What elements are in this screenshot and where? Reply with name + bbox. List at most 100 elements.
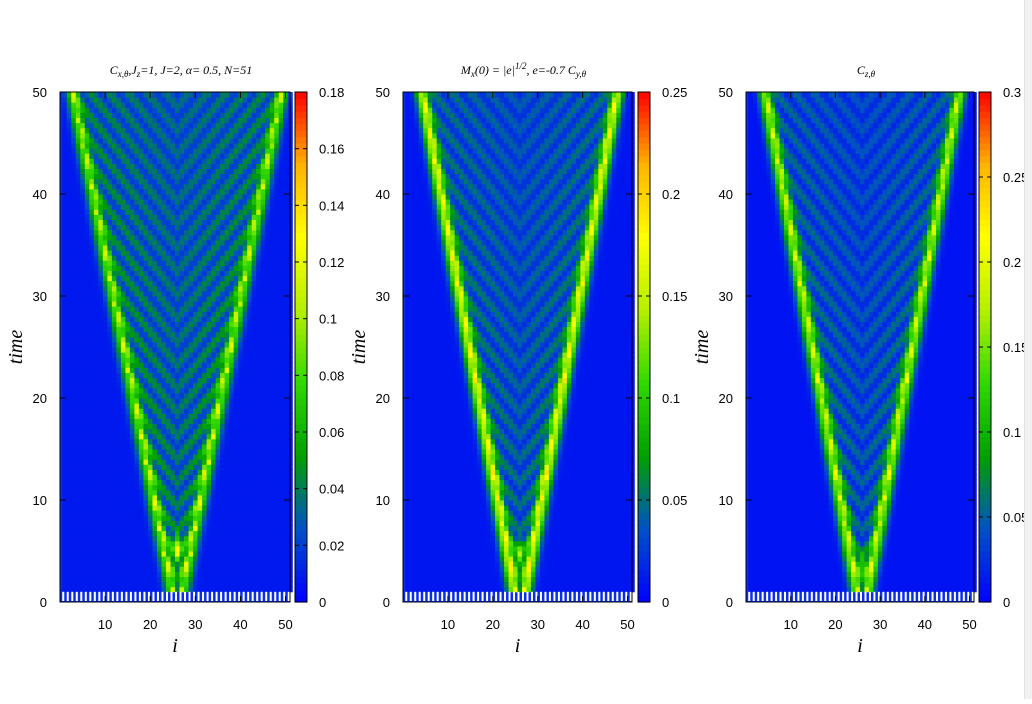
heatmap-cell xyxy=(116,158,122,164)
heatmap-cell xyxy=(175,418,181,424)
heatmap-cell xyxy=(202,510,208,516)
heatmap-cell xyxy=(62,311,68,317)
heatmap-cell xyxy=(215,245,221,251)
heatmap-cell xyxy=(224,520,230,526)
heatmap-cell xyxy=(265,265,271,271)
heatmap-cell xyxy=(80,290,86,297)
heatmap-cell xyxy=(211,413,217,419)
heatmap-cell xyxy=(116,127,122,134)
heatmap-cell xyxy=(80,449,86,455)
heatmap-cell xyxy=(138,92,144,98)
heatmap-cell xyxy=(165,428,171,435)
heatmap-cell xyxy=(107,423,113,430)
heatmap-cell xyxy=(283,372,289,379)
heatmap-cell xyxy=(211,479,217,486)
heatmap-cell xyxy=(269,586,275,593)
heatmap-cell xyxy=(134,418,140,424)
heatmap-cell xyxy=(229,275,235,282)
heatmap-cell xyxy=(283,239,289,246)
heatmap-cell xyxy=(120,204,126,210)
heatmap-cell xyxy=(120,520,126,526)
heatmap-cell xyxy=(89,137,95,144)
heatmap-cell xyxy=(256,255,262,261)
heatmap-cell xyxy=(256,219,262,226)
heatmap-cell xyxy=(98,443,104,450)
heatmap-cell xyxy=(147,102,153,108)
heatmap-cell xyxy=(278,438,284,445)
heatmap-cell xyxy=(269,571,275,577)
heatmap-cell xyxy=(238,459,244,465)
heatmap-cell xyxy=(147,296,153,302)
heatmap-cell xyxy=(138,341,144,348)
heatmap-cell xyxy=(156,143,162,149)
heatmap-cell xyxy=(93,127,99,134)
heatmap-cell xyxy=(211,347,217,353)
heatmap-cell xyxy=(111,153,117,159)
heatmap-cell xyxy=(170,301,176,307)
heatmap-cell xyxy=(229,586,235,593)
heatmap-cell xyxy=(107,117,113,124)
heatmap-cell xyxy=(215,586,221,593)
heatmap-cell xyxy=(197,219,203,226)
heatmap-cell xyxy=(75,464,81,470)
heatmap-cell xyxy=(89,367,95,373)
heatmap-cell xyxy=(111,484,117,491)
heatmap-cell xyxy=(71,199,77,205)
heatmap-cell xyxy=(229,545,235,552)
heatmap-cell xyxy=(233,530,239,537)
heatmap-cell xyxy=(66,336,72,343)
heatmap-cell xyxy=(152,571,158,577)
heatmap-cell xyxy=(229,127,235,134)
heatmap-cell xyxy=(224,143,230,149)
heatmap-cell xyxy=(184,586,190,593)
heatmap-cell xyxy=(179,566,185,572)
heatmap-cell xyxy=(274,398,280,404)
heatmap-cell xyxy=(269,535,275,542)
heatmap-cell xyxy=(215,403,221,409)
heatmap-cell xyxy=(107,102,113,108)
heatmap-cell xyxy=(147,418,153,424)
heatmap-cell xyxy=(134,443,140,450)
heatmap-cell xyxy=(206,474,212,481)
heatmap-cell xyxy=(278,449,284,455)
heatmap-cell xyxy=(84,173,90,180)
heatmap-cell xyxy=(111,566,117,572)
heatmap-cell xyxy=(215,143,221,149)
heatmap-cell xyxy=(206,398,212,404)
heatmap-cell xyxy=(152,566,158,572)
heatmap-cell xyxy=(197,586,203,593)
heatmap-cell xyxy=(138,413,144,419)
heatmap-cell xyxy=(274,97,280,103)
heatmap-cell xyxy=(269,372,275,379)
heatmap-cell xyxy=(278,194,284,200)
heatmap-cell xyxy=(247,433,253,440)
heatmap-cell xyxy=(138,112,144,118)
heatmap-cell xyxy=(107,449,113,455)
heatmap-cell xyxy=(143,438,149,445)
heatmap-cell xyxy=(206,168,212,175)
heatmap-cell xyxy=(193,387,199,394)
heatmap-cell xyxy=(224,188,230,195)
heatmap-cell xyxy=(147,484,153,491)
heatmap-cell xyxy=(138,449,144,455)
heatmap-cell xyxy=(161,270,167,277)
heatmap-cell xyxy=(220,535,226,542)
heatmap-cell xyxy=(143,219,149,226)
heatmap-cell xyxy=(175,306,181,312)
heatmap-cell xyxy=(116,163,122,169)
heatmap-cell xyxy=(147,245,153,251)
heatmap-cell xyxy=(274,540,280,547)
heatmap-cell xyxy=(188,438,194,445)
heatmap-cell xyxy=(242,255,248,261)
heatmap-cell xyxy=(251,234,257,241)
heatmap-cell xyxy=(224,540,230,547)
heatmap-cell xyxy=(116,357,122,363)
heatmap-cell xyxy=(256,127,262,134)
heatmap-cell xyxy=(80,321,86,328)
heatmap-cell xyxy=(260,382,266,389)
heatmap-cell xyxy=(188,413,194,419)
heatmap-cell xyxy=(202,566,208,572)
heatmap-cell xyxy=(152,137,158,144)
heatmap-cell xyxy=(147,489,153,496)
